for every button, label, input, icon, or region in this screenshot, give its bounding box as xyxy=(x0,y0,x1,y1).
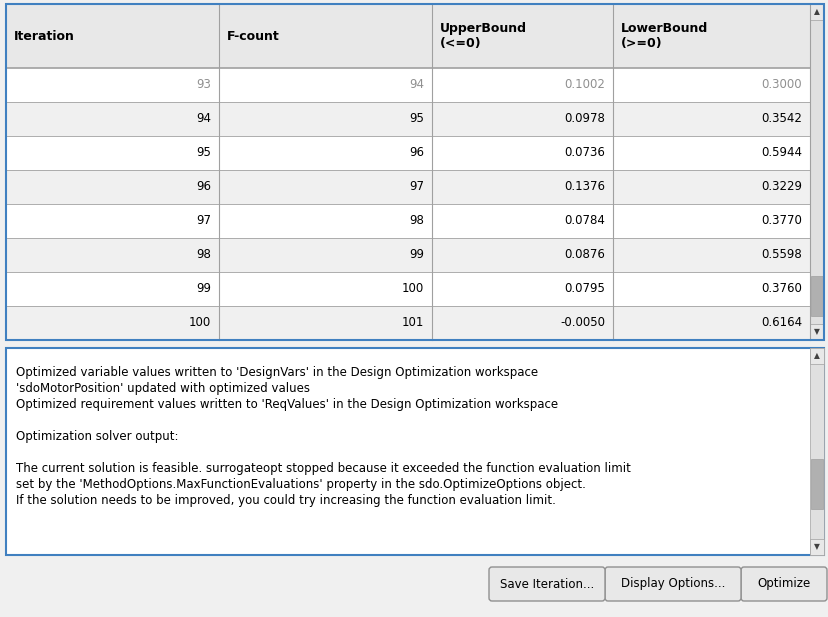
Bar xyxy=(6,170,809,204)
Text: 98: 98 xyxy=(196,249,211,262)
Text: 0.0784: 0.0784 xyxy=(564,215,604,228)
Text: 95: 95 xyxy=(409,112,424,125)
Bar xyxy=(6,102,809,136)
Text: The current solution is feasible. surrogateopt stopped because it exceeded the f: The current solution is feasible. surrog… xyxy=(16,462,630,475)
Text: Optimized requirement values written to 'ReqValues' in the Design Optimization w: Optimized requirement values written to … xyxy=(16,398,557,411)
Text: -0.0050: -0.0050 xyxy=(560,317,604,329)
Text: 93: 93 xyxy=(196,78,211,91)
Bar xyxy=(6,4,809,68)
Text: 97: 97 xyxy=(409,181,424,194)
Text: Optimized variable values written to 'DesignVars' in the Design Optimization wor: Optimized variable values written to 'De… xyxy=(16,366,537,379)
Bar xyxy=(809,4,823,340)
Bar xyxy=(809,348,823,555)
FancyBboxPatch shape xyxy=(489,567,604,601)
Text: Display Options...: Display Options... xyxy=(620,578,724,590)
Text: LowerBound
(>=0): LowerBound (>=0) xyxy=(620,22,707,50)
Text: ▲: ▲ xyxy=(813,7,819,17)
Bar xyxy=(6,306,809,340)
Bar xyxy=(810,459,822,509)
Text: 0.0736: 0.0736 xyxy=(564,146,604,160)
Text: Optimization solver output:: Optimization solver output: xyxy=(16,430,178,443)
Text: 0.3000: 0.3000 xyxy=(760,78,801,91)
Text: 96: 96 xyxy=(196,181,211,194)
Text: Save Iteration...: Save Iteration... xyxy=(499,578,594,590)
Text: 0.1376: 0.1376 xyxy=(563,181,604,194)
Text: 98: 98 xyxy=(409,215,424,228)
Text: UpperBound
(<=0): UpperBound (<=0) xyxy=(440,22,527,50)
Text: 0.0876: 0.0876 xyxy=(564,249,604,262)
Bar xyxy=(809,324,823,340)
Text: Optimize: Optimize xyxy=(757,578,810,590)
Text: 0.5944: 0.5944 xyxy=(760,146,801,160)
Text: 99: 99 xyxy=(196,283,211,296)
Text: 0.5598: 0.5598 xyxy=(760,249,801,262)
Text: 101: 101 xyxy=(402,317,424,329)
Text: Iteration: Iteration xyxy=(14,30,75,43)
Bar xyxy=(6,68,809,102)
Text: 0.3770: 0.3770 xyxy=(760,215,801,228)
FancyBboxPatch shape xyxy=(604,567,740,601)
Text: ▼: ▼ xyxy=(813,328,819,336)
Text: If the solution needs to be improved, you could try increasing the function eval: If the solution needs to be improved, yo… xyxy=(16,494,556,507)
Bar xyxy=(6,348,823,555)
Text: 97: 97 xyxy=(196,215,211,228)
Bar xyxy=(809,539,823,555)
Text: 99: 99 xyxy=(409,249,424,262)
FancyBboxPatch shape xyxy=(740,567,826,601)
Bar xyxy=(809,348,823,364)
Bar xyxy=(6,204,809,238)
Text: 0.0795: 0.0795 xyxy=(564,283,604,296)
Text: 95: 95 xyxy=(196,146,211,160)
Text: 0.3229: 0.3229 xyxy=(760,181,801,194)
Bar xyxy=(6,136,809,170)
Bar xyxy=(6,272,809,306)
Text: 0.6164: 0.6164 xyxy=(760,317,801,329)
Text: 0.3760: 0.3760 xyxy=(760,283,801,296)
Text: 'sdoMotorPosition' updated with optimized values: 'sdoMotorPosition' updated with optimize… xyxy=(16,382,310,395)
Text: 100: 100 xyxy=(402,283,424,296)
Bar xyxy=(6,4,823,340)
Text: 96: 96 xyxy=(409,146,424,160)
Text: F-count: F-count xyxy=(227,30,280,43)
Bar xyxy=(809,4,823,20)
Bar xyxy=(810,276,822,316)
Text: 0.1002: 0.1002 xyxy=(564,78,604,91)
Text: ▲: ▲ xyxy=(813,352,819,360)
Text: 0.3542: 0.3542 xyxy=(760,112,801,125)
Text: 94: 94 xyxy=(196,112,211,125)
Text: 94: 94 xyxy=(409,78,424,91)
Text: set by the 'MethodOptions.MaxFunctionEvaluations' property in the sdo.OptimizeOp: set by the 'MethodOptions.MaxFunctionEva… xyxy=(16,478,585,491)
Bar xyxy=(6,238,809,272)
Text: 0.0978: 0.0978 xyxy=(564,112,604,125)
Text: ▼: ▼ xyxy=(813,542,819,552)
Text: 100: 100 xyxy=(189,317,211,329)
